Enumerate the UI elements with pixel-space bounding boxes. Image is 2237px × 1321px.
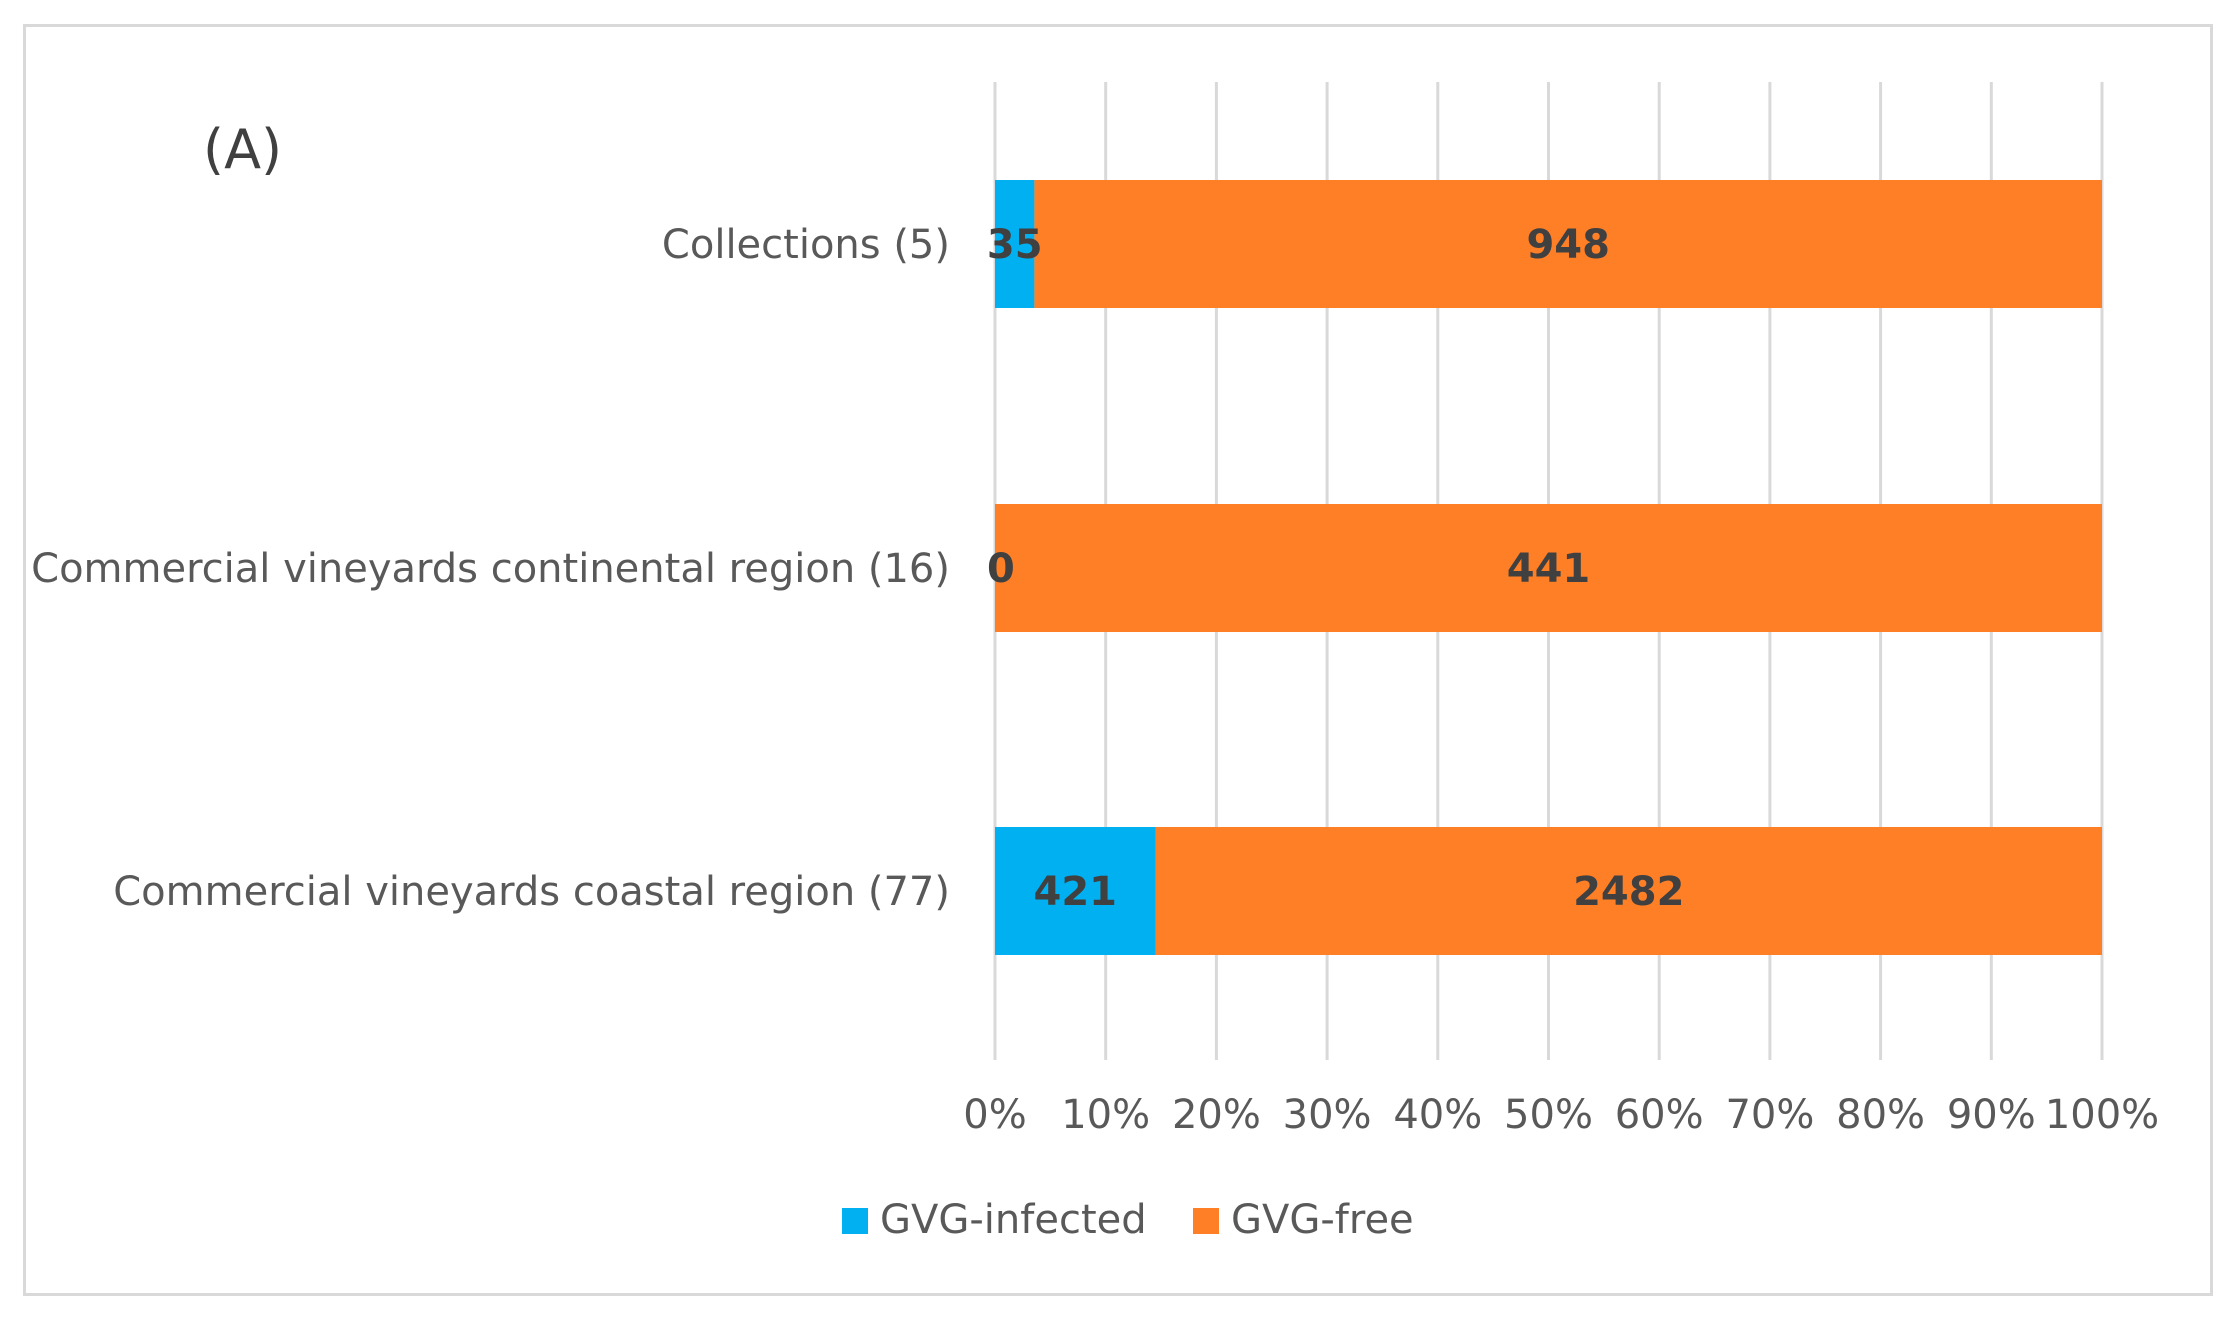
x-tick-label: 40% bbox=[1393, 1092, 1482, 1138]
data-label: 948 bbox=[1526, 222, 1610, 268]
x-tick-label: 80% bbox=[1836, 1092, 1925, 1138]
bars bbox=[995, 180, 2102, 955]
category-label: Collections (5) bbox=[662, 222, 950, 268]
x-tick-label: 0% bbox=[963, 1092, 1026, 1138]
legend: GVG-infected GVG-free bbox=[842, 1197, 1414, 1243]
data-label: 2482 bbox=[1573, 869, 1684, 915]
x-tick-label: 50% bbox=[1504, 1092, 1593, 1138]
data-label: 0 bbox=[987, 546, 1015, 592]
legend-swatch bbox=[842, 1208, 868, 1234]
x-tick-label: 70% bbox=[1725, 1092, 1814, 1138]
data-label: 441 bbox=[1507, 546, 1591, 592]
bar-segment bbox=[995, 827, 1156, 955]
data-label: 421 bbox=[1034, 869, 1118, 915]
bar-segment bbox=[1034, 180, 2102, 308]
category-label: Commercial vineyards coastal region (77) bbox=[113, 869, 950, 915]
x-tick-label: 10% bbox=[1061, 1092, 1150, 1138]
legend-swatch bbox=[1193, 1208, 1219, 1234]
x-tick-label: 90% bbox=[1947, 1092, 2036, 1138]
bar-segment bbox=[995, 180, 1035, 308]
category-labels: Collections (5) Commercial vineyards cont… bbox=[31, 222, 950, 915]
legend-label: GVG-free bbox=[1231, 1197, 1414, 1243]
x-tick-label: 30% bbox=[1283, 1092, 1372, 1138]
legend-label: GVG-infected bbox=[880, 1197, 1147, 1243]
x-tick-labels: 0% 10% 20% 30% 40% 50% 60% 70% 80% 90% 100% bbox=[963, 1092, 2159, 1138]
data-labels: 35 948 0 441 421 2482 bbox=[987, 222, 1685, 915]
panel-label: (A) bbox=[203, 118, 282, 181]
bar-segment bbox=[995, 504, 2102, 632]
x-tick-label: 60% bbox=[1615, 1092, 1704, 1138]
x-tick-label: 100% bbox=[2045, 1092, 2159, 1138]
data-label: 35 bbox=[987, 222, 1043, 268]
category-label: Commercial vineyards continental region … bbox=[31, 546, 950, 592]
x-tick-label: 20% bbox=[1172, 1092, 1261, 1138]
bar-segment bbox=[1155, 827, 2102, 955]
